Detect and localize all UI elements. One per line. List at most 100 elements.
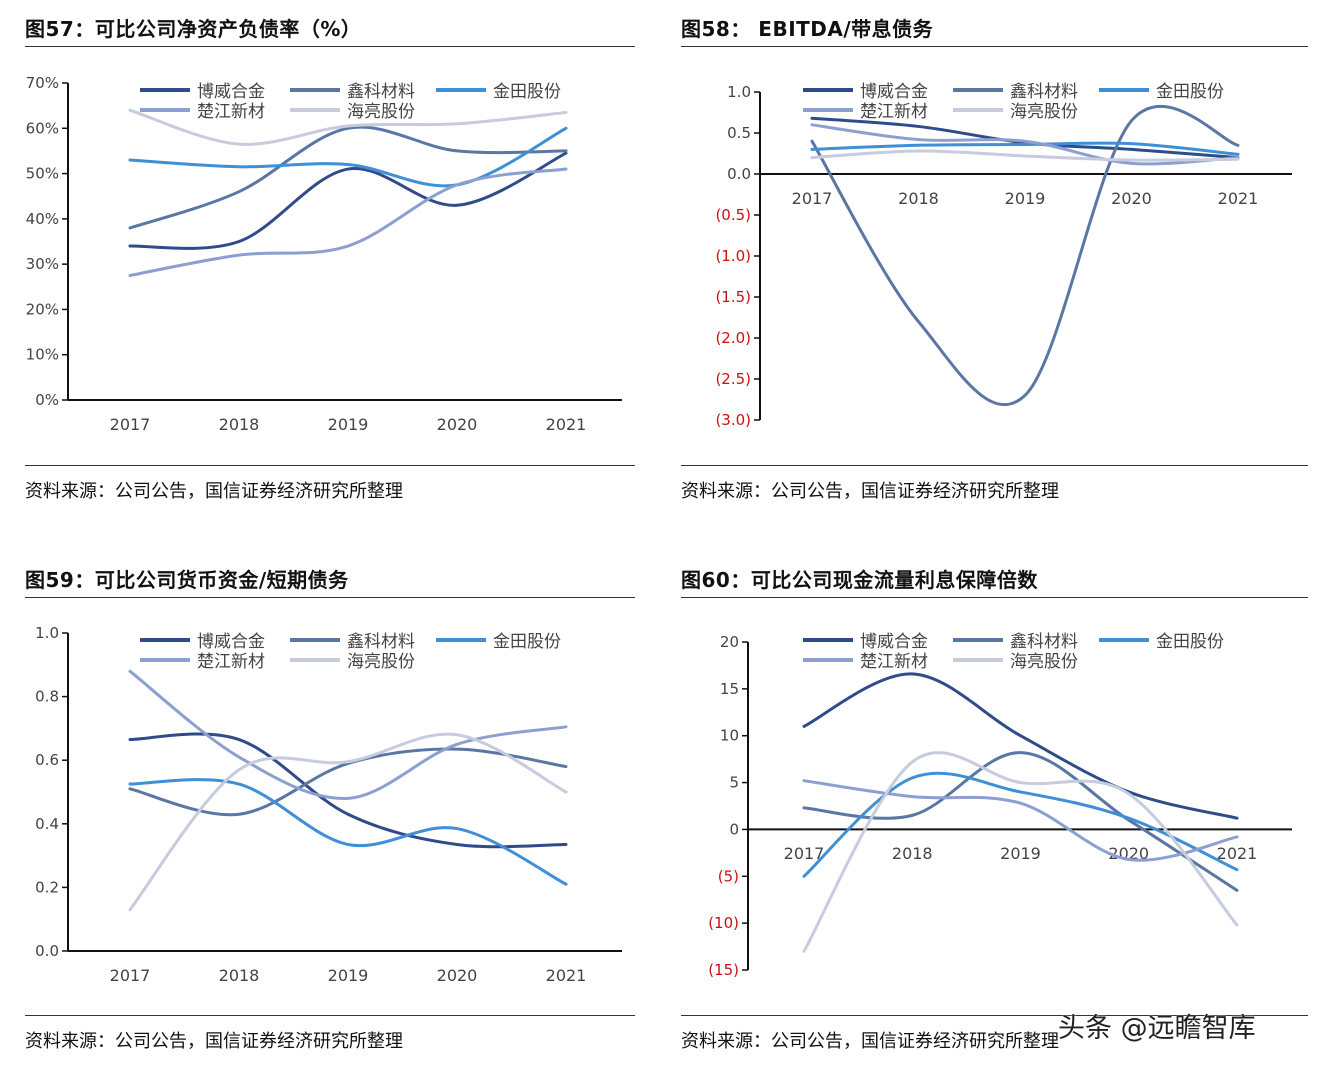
series-line <box>128 125 568 230</box>
y-tick-label: 20% <box>26 300 59 318</box>
chart-title-59: 图59：可比公司货币资金/短期债务 <box>25 568 349 592</box>
chart-2: 0.0 0.2 0.4 0.6 0.8 1.0 2017 2018 2019 2020 2021 博威… <box>35 624 622 985</box>
x-tick-label: 2020 <box>437 966 478 985</box>
chart-0: 0% 10% 20% 30% 40% 50% 60% 70% 2017 2018 2019 2020 2… <box>26 74 622 434</box>
series-line <box>810 149 1240 162</box>
legend-label: 博威合金 <box>860 82 928 102</box>
x-tick-label: 2017 <box>792 189 833 208</box>
x-tick-label: 2017 <box>110 966 151 985</box>
legend-label: 鑫科材料 <box>347 82 415 102</box>
series-line <box>128 167 568 277</box>
x-tick-label: 2020 <box>437 415 478 434</box>
y-tick-label: 50% <box>26 165 59 183</box>
series-line <box>128 669 568 800</box>
x-tick-label: 2018 <box>219 966 260 985</box>
legend-label: 楚江新材 <box>197 102 265 122</box>
source-divider <box>25 465 635 466</box>
y-tick-label: (1.5) <box>715 288 751 306</box>
legend-label: 博威合金 <box>197 632 265 652</box>
legend-label: 金田股份 <box>1156 82 1224 102</box>
series-line <box>128 108 568 146</box>
x-tick-label: 2018 <box>219 415 260 434</box>
title-divider <box>25 597 635 598</box>
y-tick-label: 10% <box>26 346 59 364</box>
x-tick-label: 2021 <box>1217 844 1258 863</box>
chart-title-58: 图58： EBITDA/带息债务 <box>681 17 934 41</box>
x-tick-label: 2019 <box>328 966 369 985</box>
title-divider <box>681 597 1308 598</box>
y-tick-label: 10 <box>720 727 739 745</box>
series-line <box>802 751 1239 892</box>
source-divider <box>681 465 1308 466</box>
y-tick-label: (5) <box>718 867 739 885</box>
x-tick-label: 2017 <box>110 415 151 434</box>
y-tick-label: (0.5) <box>715 206 751 224</box>
source-note: 资料来源：公司公告，国信证券经济研究所整理 <box>25 481 403 502</box>
x-tick-label: 2019 <box>1000 844 1041 863</box>
y-tick-label: 0.4 <box>35 815 59 833</box>
y-tick-label: 0.8 <box>35 688 59 706</box>
y-tick-label: 0.2 <box>35 878 59 896</box>
series-line <box>802 672 1239 820</box>
y-tick-label: (2.0) <box>715 329 751 347</box>
series-line <box>128 126 568 188</box>
y-tick-label: 70% <box>26 74 59 92</box>
y-tick-label: (2.5) <box>715 370 751 388</box>
x-tick-label: 2021 <box>546 415 587 434</box>
x-tick-label: 2019 <box>328 415 369 434</box>
legend-label: 海亮股份 <box>347 652 415 672</box>
source-note: 资料来源：公司公告，国信证券经济研究所整理 <box>681 481 1059 502</box>
series-line <box>810 116 1240 160</box>
legend-label: 博威合金 <box>860 632 928 652</box>
y-tick-label: (3.0) <box>715 411 751 429</box>
x-tick-label: 2018 <box>892 844 933 863</box>
source-divider <box>25 1015 635 1016</box>
y-tick-label: (1.0) <box>715 247 751 265</box>
legend-label: 楚江新材 <box>197 652 265 672</box>
y-tick-label: 1.0 <box>35 624 59 642</box>
y-tick-label: 15 <box>720 680 739 698</box>
legend-label: 楚江新材 <box>860 102 928 122</box>
series-line <box>802 771 1239 878</box>
chart-1: 1.0 0.5 0.0 (0.5) (1.0) (1.5) (2.0) (2.5) (3.0) 2… <box>715 82 1292 429</box>
legend-label: 海亮股份 <box>1010 652 1078 672</box>
title-divider <box>681 46 1308 47</box>
y-tick-label: 0.6 <box>35 751 59 769</box>
x-tick-label: 2021 <box>1218 189 1259 208</box>
series-line <box>128 732 568 912</box>
y-tick-label: 0.5 <box>727 124 751 142</box>
title-divider <box>25 46 635 47</box>
y-tick-label: 1.0 <box>727 83 751 101</box>
y-tick-label: 5 <box>729 774 739 792</box>
series-line <box>128 747 568 817</box>
series-line <box>802 751 1239 953</box>
series-line <box>810 123 1240 166</box>
legend-label: 博威合金 <box>197 82 265 102</box>
x-tick-label: 2018 <box>898 189 939 208</box>
series-line <box>810 141 1240 156</box>
x-tick-label: 2017 <box>784 844 825 863</box>
x-tick-label: 2020 <box>1111 189 1152 208</box>
source-note: 资料来源：公司公告，国信证券经济研究所整理 <box>25 1031 403 1052</box>
watermark: 头条 @远瞻智库 <box>1058 1013 1256 1044</box>
legend-label: 楚江新材 <box>860 652 928 672</box>
y-tick-label: (15) <box>708 961 739 979</box>
y-tick-label: 0% <box>35 391 59 409</box>
series-line <box>802 779 1239 862</box>
y-tick-label: (10) <box>708 914 739 932</box>
legend-label: 金田股份 <box>493 82 561 102</box>
series-line <box>128 778 568 886</box>
legend-label: 金田股份 <box>1156 632 1224 652</box>
y-tick-label: 0 <box>729 820 739 838</box>
legend-label: 海亮股份 <box>347 102 415 122</box>
y-tick-label: 40% <box>26 210 59 228</box>
y-tick-label: 0.0 <box>35 942 59 960</box>
legend-label: 鑫科材料 <box>1010 632 1078 652</box>
x-tick-label: 2019 <box>1005 189 1046 208</box>
legend-label: 金田股份 <box>493 632 561 652</box>
chart-title-60: 图60：可比公司现金流量利息保障倍数 <box>681 568 1038 592</box>
y-tick-label: 20 <box>720 633 739 651</box>
series-line <box>810 104 1240 407</box>
